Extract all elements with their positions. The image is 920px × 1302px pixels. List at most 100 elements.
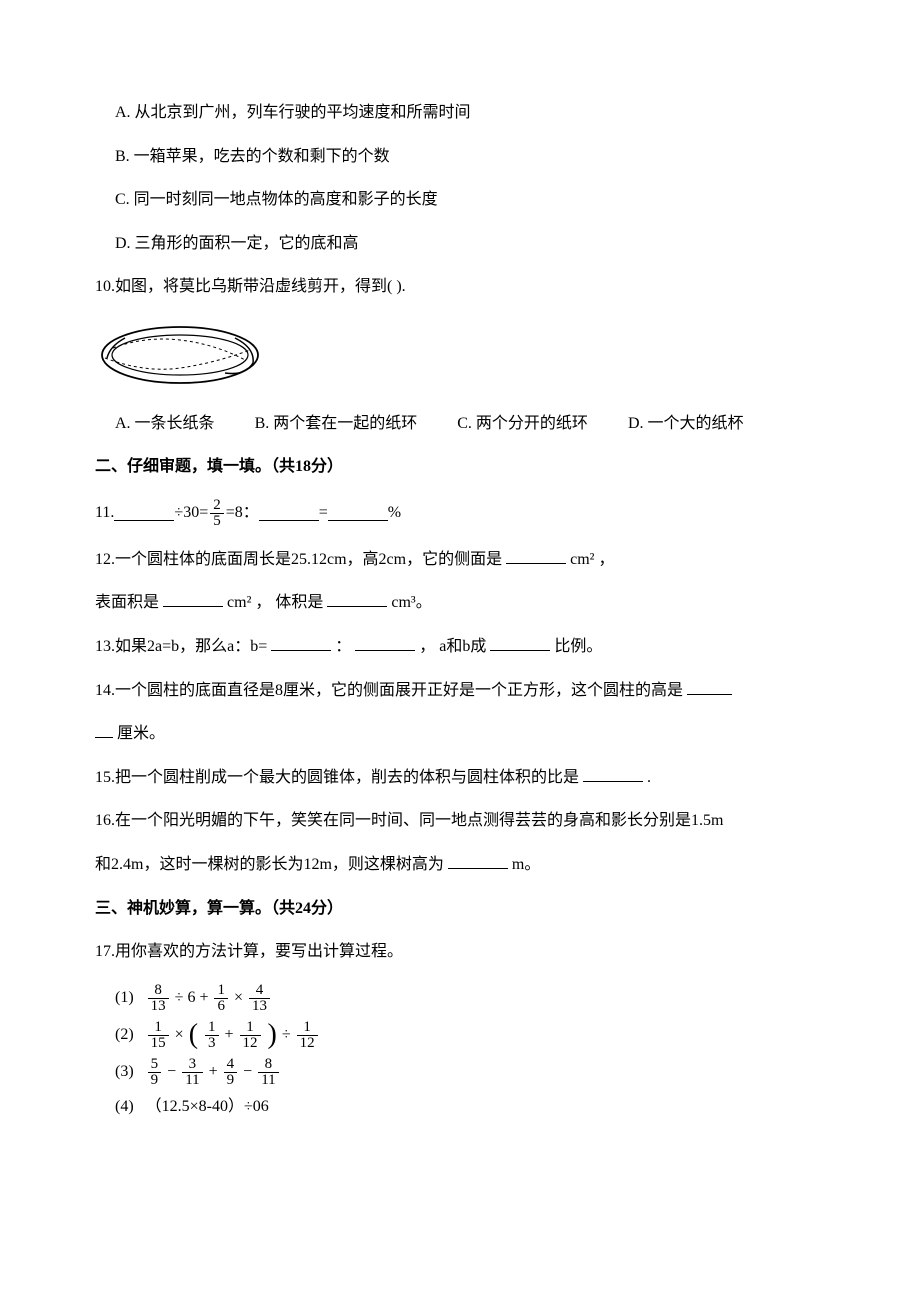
blank [327,591,387,607]
text: 和2.4m，这时一棵树的影长为12m，则这棵树高为 [95,856,444,873]
fraction: 311 [182,1057,202,1088]
text: =8： [226,500,259,526]
section-2-heading: 二、仔细审题，填一填。（共18分） [95,454,825,480]
text: 二、仔细审题，填一填。（共18分） [95,458,343,475]
q10-option-a: A. 一条长纸条 [115,411,215,437]
label: (3) [115,1059,134,1085]
text: 17.用你喜欢的方法计算，要写出计算过程。 [95,943,403,960]
q17-text: 17.用你喜欢的方法计算，要写出计算过程。 [95,939,825,965]
text: 12.一个圆柱体的底面周长是25.12cm，高2cm，它的侧面是 [95,551,502,568]
text: = [319,500,328,526]
blank [114,505,174,521]
q14-line2: 厘米。 [95,721,825,747]
text: ： [335,638,351,655]
blank [506,548,566,564]
fraction: 811 [258,1057,278,1088]
blank [490,635,550,651]
text: 10.如图，将莫比乌斯带沿虚线剪开，得到( ). [95,278,406,295]
val: 6 [187,985,195,1011]
fraction: 115 [148,1020,169,1051]
blank [95,722,113,738]
q10-text: 10.如图，将莫比乌斯带沿虚线剪开，得到( ). [95,274,825,300]
text: cm³。 [391,594,431,611]
fraction: 59 [148,1057,162,1088]
q9-option-a: A. 从北京到广州，列车行驶的平均速度和所需时间 [115,100,825,126]
op: + [199,985,208,1011]
lparen: ( [189,1021,198,1049]
op: ÷ [282,1022,291,1048]
text: C. 同一时刻同一地点物体的高度和影子的长度 [115,191,438,208]
fraction: 49 [224,1057,238,1088]
fraction: 13 [205,1020,219,1051]
text: 厘米。 [117,725,165,742]
text: 15.把一个圆柱削成一个最大的圆锥体，削去的体积与圆柱体积的比是 [95,769,579,786]
fraction: 112 [240,1020,261,1051]
blank [355,635,415,651]
text: A. 从北京到广州，列车行驶的平均速度和所需时间 [115,104,471,121]
fraction: 413 [249,983,270,1014]
q9-option-d: D. 三角形的面积一定，它的底和高 [115,231,825,257]
text: 16.在一个阳光明媚的下午，笑笑在同一时间、同一地点测得芸芸的身高和影长分别是1… [95,812,723,829]
q10-option-c: C. 两个分开的纸环 [457,411,588,437]
text: m。 [512,856,540,873]
eq1: (1) 813 ÷ 6 + 16 × 413 [115,983,825,1014]
q11-prefix: 11. [95,500,114,526]
op: + [225,1022,234,1048]
blank [583,766,643,782]
op: × [175,1022,184,1048]
eq3: (3) 59 − 311 + 49 − 811 [115,1057,825,1088]
section-3-heading: 三、神机妙算，算一算。（共24分） [95,896,825,922]
fraction: 16 [214,983,228,1014]
label: (1) [115,985,134,1011]
text: 比例。 [554,638,602,655]
text: D. 三角形的面积一定，它的底和高 [115,235,359,252]
q15: 15.把一个圆柱削成一个最大的圆锥体，削去的体积与圆柱体积的比是 . [95,765,825,791]
op: − [243,1059,252,1085]
q10-option-d: D. 一个大的纸杯 [628,411,744,437]
text: 13.如果2a=b，那么a：b= [95,638,267,655]
blank [328,505,388,521]
mobius-figure [95,318,825,401]
blank [259,505,319,521]
q13: 13.如果2a=b，那么a：b= ： ， a和b成 比例。 [95,634,825,660]
q16-line1: 16.在一个阳光明媚的下午，笑笑在同一时间、同一地点测得芸芸的身高和影长分别是1… [95,808,825,834]
blank [448,853,508,869]
rparen: ) [268,1021,277,1049]
q10-options: A. 一条长纸条 B. 两个套在一起的纸环 C. 两个分开的纸环 D. 一个大的… [115,411,825,437]
text: cm² ， [570,551,614,568]
q11: 11. ÷30= 2 5 =8： = % [95,498,825,529]
label: (4) [115,1094,134,1120]
blank [687,679,732,695]
op: − [167,1059,176,1085]
fraction: 112 [297,1020,318,1051]
q9-option-b: B. 一箱苹果，吃去的个数和剩下的个数 [115,144,825,170]
blank [163,591,223,607]
text: （12.5×8-40）÷06 [146,1094,269,1120]
label: (2) [115,1022,134,1048]
q14-line1: 14.一个圆柱的底面直径是8厘米，它的侧面展开正好是一个正方形，这个圆柱的高是 [95,678,825,704]
fraction: 2 5 [210,498,224,529]
q10-option-b: B. 两个套在一起的纸环 [255,411,418,437]
eq4: (4) （12.5×8-40）÷06 [115,1094,825,1120]
q16-line2: 和2.4m，这时一棵树的影长为12m，则这棵树高为 m。 [95,852,825,878]
text: ， a和b成 [419,638,486,655]
text: 三、神机妙算，算一算。（共24分） [95,900,343,917]
text: 表面积是 [95,594,159,611]
q12-line1: 12.一个圆柱体的底面周长是25.12cm，高2cm，它的侧面是 cm² ， [95,547,825,573]
denominator: 5 [210,514,224,529]
op: × [234,985,243,1011]
text: ÷30= [174,500,208,526]
q12-line2: 表面积是 cm² ， 体积是 cm³。 [95,590,825,616]
eq2: (2) 115 × ( 13 + 112 ) ÷ 112 [115,1020,825,1051]
numerator: 2 [210,498,224,514]
text: cm² ， 体积是 [227,594,323,611]
text: B. 一箱苹果，吃去的个数和剩下的个数 [115,148,390,165]
text: 14.一个圆柱的底面直径是8厘米，它的侧面展开正好是一个正方形，这个圆柱的高是 [95,682,683,699]
op: + [209,1059,218,1085]
blank [271,635,331,651]
q9-option-c: C. 同一时刻同一地点物体的高度和影子的长度 [115,187,825,213]
fraction: 813 [148,983,169,1014]
op: ÷ [175,985,184,1011]
text: % [388,500,401,526]
text: . [647,769,651,786]
